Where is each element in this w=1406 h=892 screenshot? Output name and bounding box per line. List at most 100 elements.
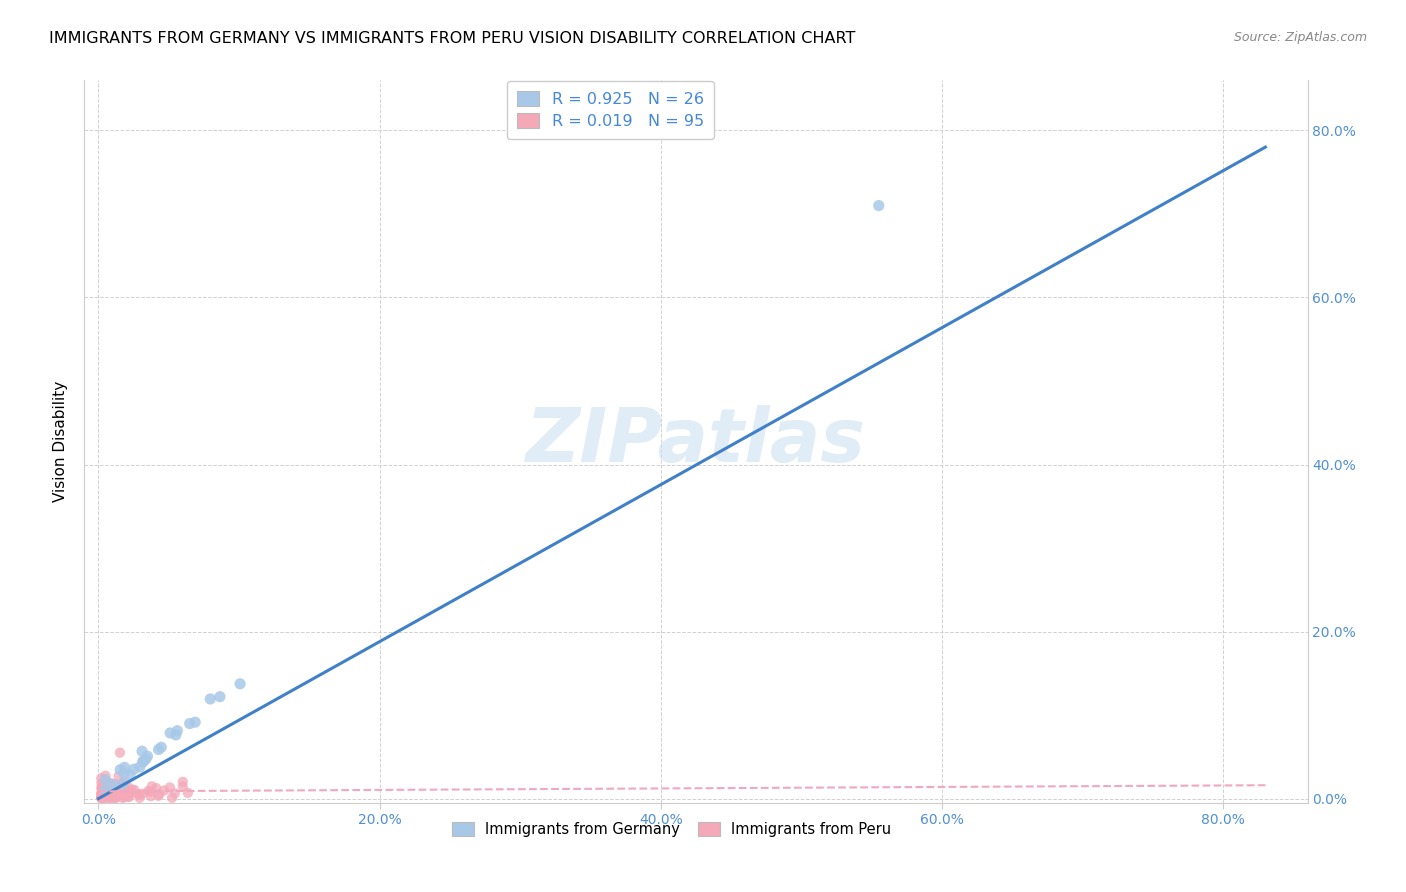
Point [135,752,157,766]
Point [118,789,141,804]
Point [91,784,114,798]
Point [179,716,201,731]
Point [90,789,112,804]
Point [98,790,121,805]
Point [90,787,112,801]
Point [148,742,170,756]
Point [96,788,118,802]
Point [124,782,146,797]
Point [118,768,141,782]
Point [128,790,150,805]
Point [101,782,124,797]
Point [128,788,150,802]
Point [115,787,138,801]
Point [91,786,114,800]
Point [141,780,163,794]
Point [114,781,136,796]
Point [117,789,139,804]
Point [139,785,162,799]
Point [131,787,153,801]
Point [103,790,125,805]
Point [159,780,181,795]
Text: ZIPatlas: ZIPatlas [526,405,866,478]
Point [104,790,127,805]
Point [93,786,115,800]
Point [101,784,124,798]
Point [93,789,115,804]
Point [90,790,112,805]
Point [131,744,153,758]
Point [108,763,131,777]
Point [93,789,115,803]
Point [91,781,114,796]
Point [101,779,124,793]
Point [94,790,117,805]
Point [111,777,134,791]
Point [128,760,150,774]
Point [94,769,117,783]
Point [104,780,127,795]
Y-axis label: Vision Disability: Vision Disability [53,381,69,502]
Point [100,776,122,790]
Point [118,786,141,800]
Point [153,783,176,797]
Point [122,762,145,776]
Point [114,789,136,803]
Text: IMMIGRANTS FROM GERMANY VS IMMIGRANTS FROM PERU VISION DISABILITY CORRELATION CH: IMMIGRANTS FROM GERMANY VS IMMIGRANTS FR… [49,31,856,46]
Point [103,783,125,797]
Point [172,774,194,789]
Point [118,786,141,800]
Point [112,790,135,805]
Point [165,728,187,742]
Point [139,789,162,804]
Point [90,771,112,785]
Point [160,790,183,805]
Point [98,790,121,805]
Point [184,715,207,730]
Point [117,780,139,794]
Legend: Immigrants from Germany, Immigrants from Peru: Immigrants from Germany, Immigrants from… [446,816,897,842]
Point [94,775,117,789]
Point [101,778,124,792]
Point [96,777,118,791]
Point [104,782,127,797]
Point [104,790,127,805]
Point [107,769,129,783]
Point [93,786,115,800]
Point [104,787,127,801]
Point [172,780,194,794]
Point [108,746,131,760]
Point [111,790,134,805]
Point [103,777,125,791]
Point [148,787,170,801]
Point [90,790,112,805]
Point [114,760,136,774]
Point [118,787,141,801]
Point [112,775,135,789]
Point [112,766,135,780]
Point [229,677,252,691]
Point [101,790,124,805]
Point [121,782,143,797]
Point [166,723,188,738]
Point [132,754,155,768]
Point [93,790,115,805]
Point [163,786,186,800]
Point [105,788,128,802]
Point [177,786,200,800]
Point [132,755,155,769]
Point [145,781,167,796]
Point [136,784,159,798]
Point [104,783,127,797]
Point [98,779,121,793]
Point [94,772,117,787]
Point [96,784,118,798]
Point [90,780,112,795]
Point [111,777,134,791]
Point [104,784,127,798]
Point [136,749,159,764]
Point [90,787,112,801]
Point [98,779,121,793]
Point [104,790,127,805]
Point [94,782,117,797]
